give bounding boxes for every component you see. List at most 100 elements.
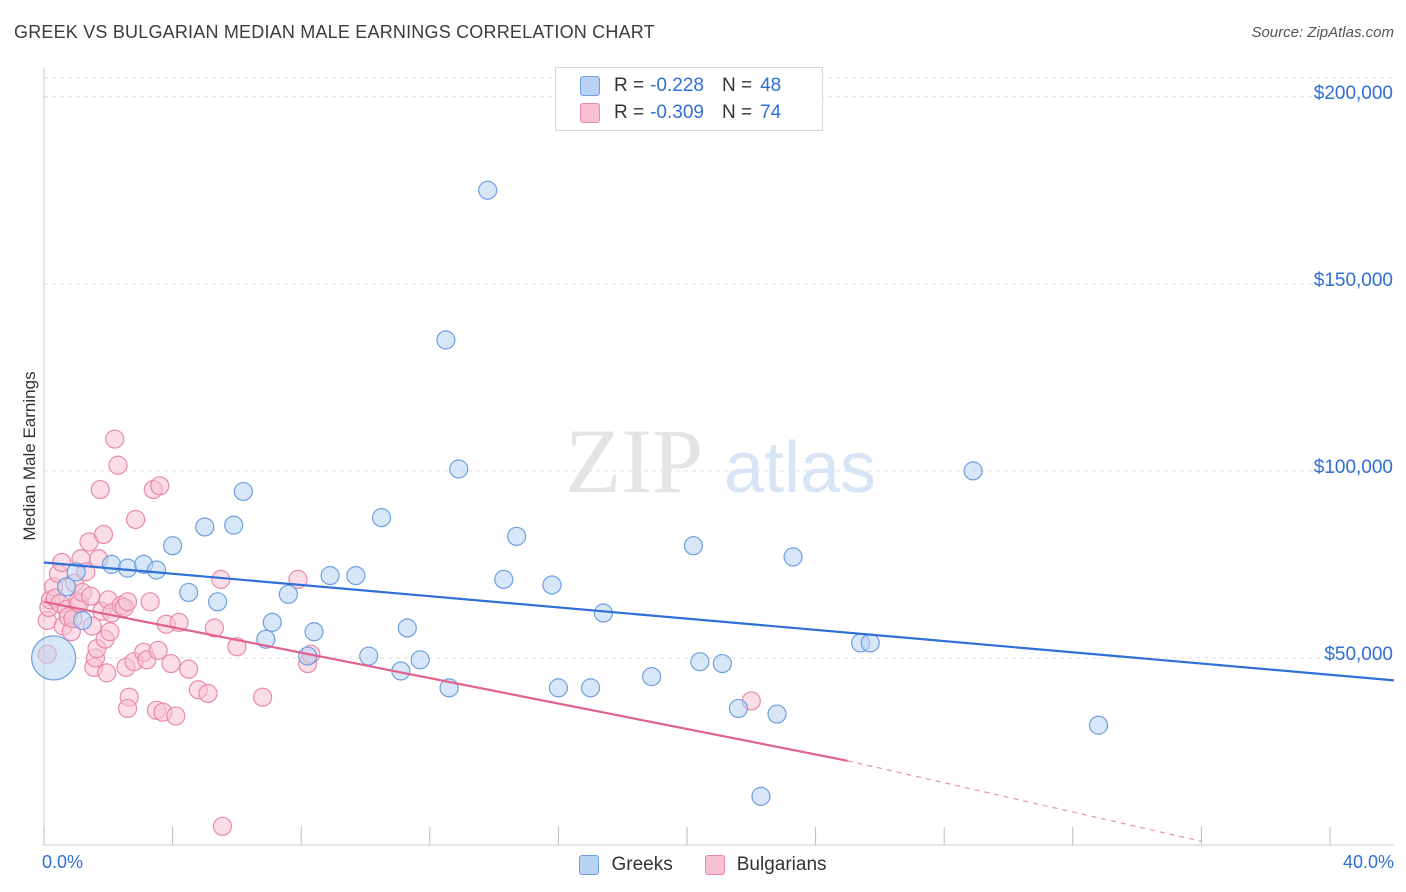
greeks-point-7 <box>146 560 167 580</box>
bulgarians-point-59 <box>198 683 218 704</box>
bulgarians-point-50 <box>148 640 168 661</box>
greeks-point-46 <box>963 461 983 481</box>
source-label: Source: ZipAtlas.com <box>1251 24 1394 41</box>
bulgarians-point-42 <box>117 698 138 719</box>
bulgarians-point-62 <box>212 816 233 836</box>
greeks-point-1 <box>56 577 77 597</box>
bulgarians-point-36 <box>108 455 128 475</box>
bulgarians-trend-line <box>43 600 848 762</box>
bulgarians-point-47 <box>140 592 160 612</box>
x-tick-label-min: 0.0% <box>42 852 84 872</box>
bulgarians-legend-label: Bulgarians <box>736 854 827 875</box>
greeks-points <box>31 180 1109 806</box>
y-tick-label-1: $100,000 <box>1313 456 1393 478</box>
bulgarians-n-value: 74 <box>760 102 782 123</box>
bulgarians-point-55 <box>166 706 186 726</box>
watermark-zip: ZIP <box>565 410 703 512</box>
greeks-point-32 <box>542 575 562 595</box>
greeks-point-42 <box>767 704 787 724</box>
y-tick-label-0: $50,000 <box>1324 643 1393 665</box>
bulgarians-point-63 <box>227 637 247 657</box>
greeks-point-9 <box>179 582 199 603</box>
bulgarians-point-35 <box>105 429 125 449</box>
bulgarians-legend-swatch <box>704 855 725 875</box>
greeks-point-37 <box>683 536 704 556</box>
bulgarians-point-44 <box>126 509 146 530</box>
greeks-point-41 <box>751 786 771 806</box>
greeks-point-22 <box>371 508 392 528</box>
greeks-r-value: -0.228 <box>650 75 704 96</box>
greeks-point-0 <box>31 635 77 681</box>
greeks-point-45 <box>860 633 880 653</box>
y-tick-label-3: $200,000 <box>1313 82 1393 104</box>
greeks-n-label: N = <box>721 75 753 96</box>
bulgarians-trend-extension <box>847 760 1202 842</box>
watermark-atlas: atlas <box>724 428 876 508</box>
greeks-point-10 <box>195 517 215 537</box>
bulgarians-points <box>37 429 761 836</box>
bulgarians-point-31 <box>97 663 117 683</box>
greeks-swatch <box>580 76 600 96</box>
bulgarians-point-54 <box>161 653 181 674</box>
legend-item-greeks[interactable]: Greeks <box>579 852 673 878</box>
greeks-point-47 <box>1088 715 1109 735</box>
greeks-legend-label: Greeks <box>611 854 673 875</box>
greeks-point-29 <box>478 180 498 200</box>
bulgarians-r-label: R = <box>614 102 645 123</box>
trend-lines <box>43 561 1395 842</box>
y-tick-label-2: $150,000 <box>1313 269 1393 291</box>
bulgarians-point-29 <box>93 524 114 545</box>
bulgarians-r-value: -0.309 <box>650 102 704 123</box>
bulgarians-point-51 <box>150 476 170 496</box>
greeks-point-21 <box>359 646 379 666</box>
greeks-point-3 <box>72 610 93 631</box>
legend-row-bulgarians: R = -0.309 N = 74 <box>580 101 781 125</box>
greeks-point-20 <box>346 566 366 586</box>
greeks-point-2 <box>66 562 86 582</box>
bulgarians-point-40 <box>117 592 138 612</box>
greeks-point-36 <box>642 667 662 687</box>
greeks-point-31 <box>507 526 527 546</box>
greeks-point-34 <box>580 678 601 698</box>
axes <box>43 68 1394 846</box>
greeks-r-label: R = <box>614 75 645 96</box>
bulgarians-point-64 <box>253 687 273 707</box>
greeks-point-43 <box>783 547 803 567</box>
bulgarians-point-33 <box>100 622 120 642</box>
greeks-point-16 <box>278 584 298 604</box>
greeks-point-26 <box>436 330 456 350</box>
greeks-trend-line <box>43 561 1395 682</box>
greeks-point-13 <box>233 481 253 502</box>
gridlines <box>44 77 1394 659</box>
greeks-point-8 <box>163 536 183 556</box>
greeks-point-4 <box>101 554 122 574</box>
greeks-point-30 <box>494 569 514 589</box>
bulgarians-point-60 <box>204 618 224 638</box>
greeks-point-12 <box>224 515 244 535</box>
bulgarians-point-57 <box>179 659 199 679</box>
bulgarians-swatch <box>580 103 600 123</box>
correlation-legend: R = -0.228 N = 48 R = -0.309 N = 74 <box>555 67 823 131</box>
greeks-point-5 <box>117 558 138 578</box>
greeks-point-35 <box>593 603 614 623</box>
zipatlas-watermark: ZIP atlas <box>565 410 876 512</box>
greeks-point-39 <box>712 653 732 674</box>
legend-row-greeks: R = -0.228 N = 48 <box>580 74 781 98</box>
greeks-point-28 <box>449 459 469 479</box>
chart-title: GREEK VS BULGARIAN MEDIAN MALE EARNINGS … <box>14 22 655 42</box>
greeks-point-19 <box>320 566 340 586</box>
greeks-n-value: 48 <box>760 75 782 96</box>
greeks-point-33 <box>548 678 569 698</box>
bulgarians-point-27 <box>90 479 110 500</box>
greeks-legend-swatch <box>579 855 600 875</box>
x-tick-label-max: 40.0% <box>1342 852 1394 872</box>
bulgarians-n-label: N = <box>721 102 753 123</box>
greeks-point-15 <box>262 612 282 632</box>
greeks-point-11 <box>208 592 228 612</box>
greeks-point-25 <box>410 650 430 670</box>
series-legend: Greeks Bulgarians <box>0 852 1406 878</box>
greeks-point-24 <box>397 618 417 638</box>
greeks-point-17 <box>304 622 324 642</box>
legend-item-bulgarians[interactable]: Bulgarians <box>704 852 827 878</box>
